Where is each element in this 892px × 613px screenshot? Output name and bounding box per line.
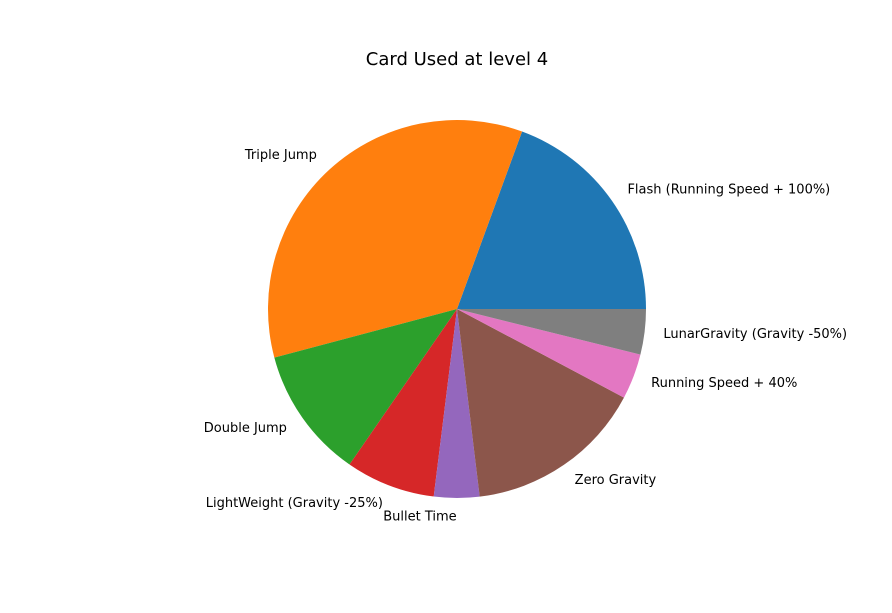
pie-slice-label: LightWeight (Gravity -25%) <box>206 496 383 511</box>
pie-slice-label: Zero Gravity <box>575 473 657 488</box>
pie-slice-label: Triple Jump <box>244 148 317 163</box>
pie-slice-label: Double Jump <box>204 421 287 436</box>
pie-slice <box>457 309 646 355</box>
chart-title: Card Used at level 4 <box>366 49 548 70</box>
pie-slice-label: LunarGravity (Gravity -50%) <box>663 327 847 342</box>
pie-slice-label: Bullet Time <box>383 509 456 524</box>
pie-labels: Flash (Running Speed + 100%) Triple Jump D… <box>204 148 847 524</box>
pie-slice-label: Flash (Running Speed + 100%) <box>627 182 830 197</box>
pie-slices <box>268 120 646 498</box>
pie-slice <box>268 120 523 358</box>
pie-slice <box>349 309 457 497</box>
pie-slice <box>457 131 646 309</box>
pie-slice <box>457 309 641 398</box>
pie-slice <box>457 309 624 497</box>
pie-slice-label: Running Speed + 40% <box>651 376 797 391</box>
pie-slice <box>433 309 480 498</box>
pie-slice <box>274 309 457 465</box>
